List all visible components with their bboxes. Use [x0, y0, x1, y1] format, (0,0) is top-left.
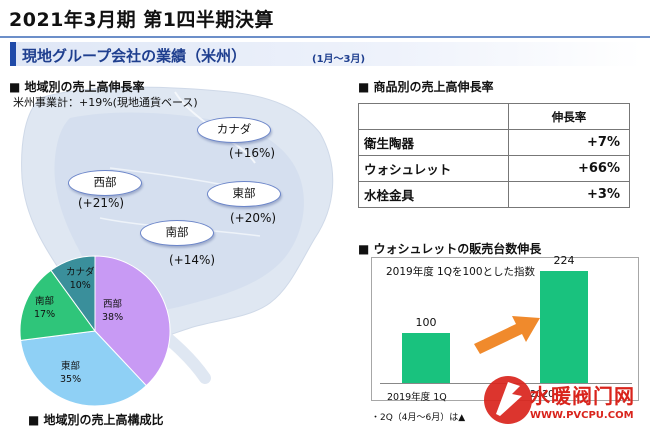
table-row: 水栓金具 +3% [358, 181, 630, 208]
category-label-2019-1q: 2019年度 1Q [387, 392, 447, 403]
title-divider [0, 36, 650, 38]
table-header-growth: 伸長率 [508, 103, 630, 130]
section-banner [10, 42, 642, 66]
region-bubble-east: 東部 [207, 181, 281, 207]
product-growth-table: 伸長率 衛生陶器 +7% ウォシュレット +66% 水栓金具 +3% [358, 103, 630, 208]
category-label-2020-1q: 2020 [530, 389, 555, 400]
americas-total-note: 米州事業計：+19%(現地通貨ベース) [13, 96, 198, 109]
growth-arrow-icon [474, 316, 540, 354]
product-growth: +3% [508, 181, 630, 208]
table-header-row: 伸長率 [358, 103, 630, 130]
bar-value-2019-1q: 100 [415, 316, 437, 329]
chart-subtitle: 2019年度 1Qを100とした指数 [386, 266, 536, 278]
washlet-heading: ■ ウォシュレットの販売台数伸長 [358, 242, 542, 256]
product-name: 水栓金具 [358, 181, 509, 208]
table-row: ウォシュレット +66% [358, 155, 630, 182]
page-title: 2021年3月期 第1四半期決算 [9, 9, 274, 31]
product-growth-heading: ■ 商品別の売上高伸長率 [358, 80, 494, 94]
composition-heading: ■ 地域別の売上高構成比 [28, 413, 164, 427]
pie-label-east: 東部 35% [60, 361, 82, 385]
region-growth-east: (+20%) [230, 211, 277, 225]
region-growth-west: (+21%) [78, 196, 125, 210]
pie-label-south: 南部 17% [34, 296, 56, 320]
section-period: (1月～3月) [312, 54, 366, 65]
product-growth: +66% [508, 155, 630, 182]
region-growth-canada: (+16%) [229, 146, 276, 160]
north-america-map-image [0, 78, 360, 418]
section-title: 現地グループ会社の業績（米州） [22, 47, 247, 65]
section-accent-bar [10, 42, 16, 66]
pie-label-canada: カナダ 10% [66, 267, 95, 291]
region-bubble-south: 南部 [140, 220, 214, 246]
region-growth-south: (+14%) [169, 253, 216, 267]
region-bubble-canada: カナダ [197, 117, 271, 143]
region-growth-heading: ■ 地域別の売上高伸長率 [9, 80, 145, 94]
watermark-logo [484, 376, 532, 424]
table-row: 衛生陶器 +7% [358, 129, 630, 156]
product-name: ウォシュレット [358, 155, 509, 182]
table-header-blank [358, 103, 509, 130]
pie-label-west: 西部 38% [102, 299, 124, 323]
watermark-text: 水暖阀门网 [530, 384, 635, 408]
product-name: 衛生陶器 [358, 129, 509, 156]
chart-footnote: ・2Q（4月～6月）は▲ [371, 413, 466, 423]
bar-2019-1q [402, 333, 450, 383]
bar-2020-1q [540, 271, 588, 383]
region-bubble-west: 西部 [68, 170, 142, 196]
bar-value-2020-1q: 224 [553, 254, 575, 267]
product-growth: +7% [508, 129, 630, 156]
watermark-url: WWW.PVCPU.COM [530, 410, 634, 421]
